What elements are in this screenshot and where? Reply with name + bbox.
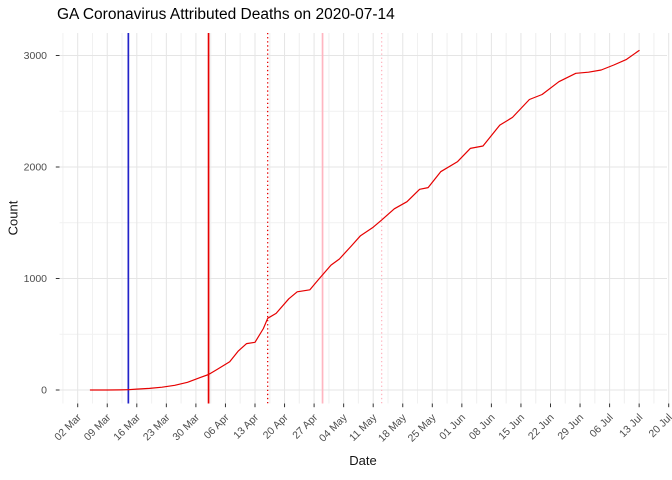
x-axis-title: Date: [349, 453, 377, 468]
deaths-series-line: [89, 49, 640, 391]
x-tick-label: 30 Mar: [170, 411, 202, 443]
x-tick-label: 13 Apr: [231, 411, 261, 441]
x-tick-label: 04 May: [317, 411, 350, 444]
x-tick-label: 18 May: [376, 411, 409, 444]
x-tick-label: 23 Mar: [141, 411, 173, 443]
x-tick-label: 01 Jun: [437, 412, 468, 443]
x-tick-label: 06 Apr: [202, 411, 232, 441]
x-tick-label: 11 May: [347, 411, 380, 444]
x-tick-label: 20 Jul: [647, 412, 672, 440]
x-tick-label: 02 Mar: [52, 411, 84, 443]
x-tick-label: 22 Jun: [526, 412, 557, 443]
x-tick-label: 20 Apr: [261, 411, 291, 441]
x-tick-label: 09 Mar: [82, 411, 114, 443]
y-tick-label: 1000: [24, 273, 48, 285]
chart-title: GA Coronavirus Attributed Deaths on 2020…: [57, 6, 395, 23]
y-tick-label: 3000: [24, 50, 48, 62]
x-tick-label: 25 May: [406, 411, 439, 444]
y-tick-label: 0: [41, 385, 47, 397]
y-tick-label: 2000: [24, 162, 48, 174]
x-tick-label: 06 Jul: [587, 412, 615, 440]
x-tick-label: 08 Jun: [467, 412, 498, 443]
x-tick-label: 29 Jun: [555, 412, 586, 443]
x-tick-label: 15 Jun: [496, 412, 527, 443]
x-tick-label: 27 Apr: [290, 411, 320, 441]
y-axis-title: Count: [5, 200, 21, 236]
x-tick-label: 13 Jul: [617, 412, 645, 440]
x-tick-label: 16 Mar: [111, 411, 143, 443]
